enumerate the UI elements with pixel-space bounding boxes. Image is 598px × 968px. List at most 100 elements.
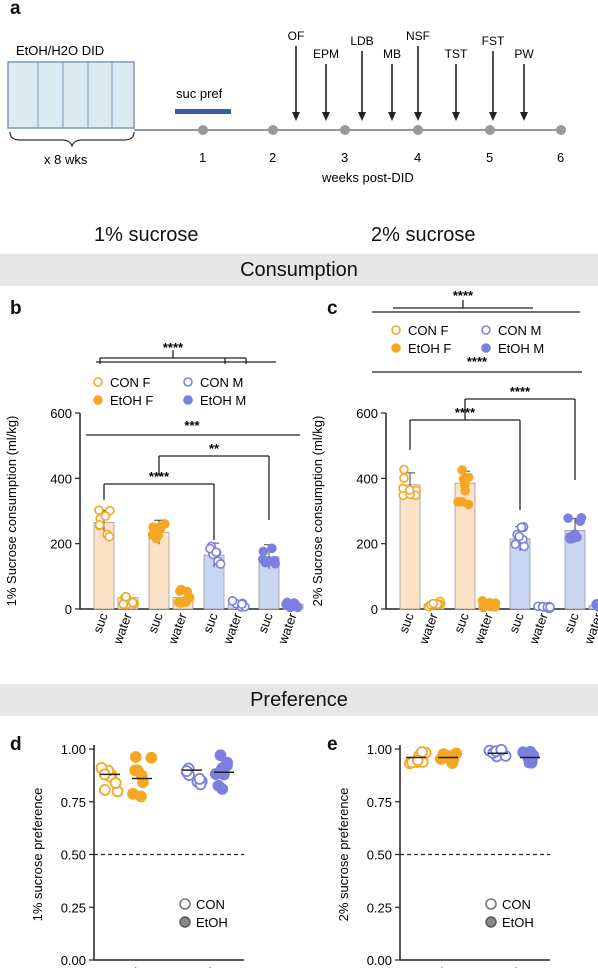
duration-label: x 8 wks xyxy=(44,152,88,167)
panel-letter-b: b xyxy=(10,298,22,319)
data-point xyxy=(100,511,111,521)
week-tick-label: 3 xyxy=(341,150,348,165)
legend-label: EtOH F xyxy=(408,341,451,356)
legend-label: EtOH F xyxy=(110,393,153,408)
data-point xyxy=(180,765,193,777)
sig-label: **** xyxy=(510,384,531,399)
test-label: OF xyxy=(288,29,305,43)
panel-letter-e: e xyxy=(327,734,338,755)
week-dot xyxy=(198,125,208,135)
sig-label: **** xyxy=(455,405,476,420)
test-arrow-head xyxy=(292,112,300,121)
x-tick-label: Females xyxy=(101,965,151,968)
data-point xyxy=(193,773,206,785)
legend-label: EtOH M xyxy=(498,341,544,356)
data-point xyxy=(399,473,409,483)
y-tick-label: 0.25 xyxy=(61,900,86,915)
legend-label: CON F xyxy=(110,375,151,390)
data-point xyxy=(131,764,144,777)
data-point xyxy=(155,522,166,532)
y-tick-label: 1.00 xyxy=(367,742,392,757)
data-point xyxy=(457,465,467,475)
y-tick-label: 0 xyxy=(371,602,378,617)
test-arrow-head xyxy=(414,112,422,121)
legend-marker xyxy=(485,916,497,928)
column-header-left: 1% sucrose xyxy=(94,224,199,246)
legend-label: EtOH xyxy=(196,915,228,930)
data-point xyxy=(134,790,147,803)
data-point xyxy=(525,756,538,769)
week-dot xyxy=(268,125,278,135)
legend-label: EtOH xyxy=(502,915,534,930)
x-tick-label: Males xyxy=(191,965,226,968)
section-band-preference: Preference xyxy=(0,684,598,716)
data-point xyxy=(104,531,115,542)
data-point xyxy=(227,596,238,606)
data-point xyxy=(428,598,439,609)
x-tick-label: suc xyxy=(506,610,527,635)
y-axis-label: 1% sucrose preference xyxy=(30,788,45,922)
sig-label: **** xyxy=(467,354,488,369)
sig-label: **** xyxy=(149,469,170,484)
legend-marker xyxy=(391,343,401,353)
y-tick-label: 200 xyxy=(356,537,378,552)
data-point xyxy=(184,592,195,603)
data-point xyxy=(517,746,530,759)
sucpref-label: suc pref xyxy=(176,86,223,101)
data-point xyxy=(214,749,227,762)
x-tick-label: suc xyxy=(200,610,221,635)
data-point xyxy=(215,559,226,569)
test-label: FST xyxy=(482,34,505,48)
legend-label: EtOH M xyxy=(200,393,246,408)
data-point xyxy=(261,557,272,567)
legend-label: CON M xyxy=(498,323,541,338)
legend-label: CON F xyxy=(408,323,449,338)
data-point xyxy=(237,599,247,609)
week-dot xyxy=(413,125,423,135)
data-point xyxy=(267,543,277,554)
test-arrow-head xyxy=(322,112,330,121)
legend-marker xyxy=(179,898,191,910)
y-tick-label: 0.00 xyxy=(61,953,86,968)
test-arrow-head xyxy=(388,112,396,121)
sig-label: ** xyxy=(209,441,220,456)
did-label: EtOH/H2O DID xyxy=(16,43,104,58)
week-tick-label: 1 xyxy=(199,150,206,165)
panel-letter-a: a xyxy=(10,0,21,19)
data-point xyxy=(109,777,122,789)
test-arrow-head xyxy=(452,112,460,121)
legend-marker xyxy=(481,325,491,335)
data-point xyxy=(404,485,415,495)
panel-letter-d: d xyxy=(10,734,22,755)
y-tick-label: 400 xyxy=(356,471,378,486)
y-axis-label: 1% Sucrose consumption (ml/kg) xyxy=(4,416,19,607)
data-point xyxy=(176,598,186,608)
duration-brace xyxy=(9,131,135,148)
data-point xyxy=(516,522,527,533)
legend-label: CON M xyxy=(200,375,243,390)
x-tick-label: suc xyxy=(145,610,166,635)
test-label: MB xyxy=(383,47,401,61)
data-point xyxy=(446,757,459,770)
week-tick-label: 5 xyxy=(486,150,493,165)
test-label: PW xyxy=(514,47,534,61)
y-tick-label: 0.50 xyxy=(61,848,86,863)
x-tick-label: suc xyxy=(396,610,417,635)
legend-marker xyxy=(481,343,491,353)
y-tick-label: 600 xyxy=(356,406,378,421)
legend-marker xyxy=(183,395,193,405)
sucpref-bar xyxy=(175,109,231,114)
test-label: EPM xyxy=(313,47,339,61)
data-point xyxy=(145,751,158,764)
test-arrow-head xyxy=(489,112,497,121)
section-band-consumption: Consumption xyxy=(0,254,598,286)
week-tick-label: 6 xyxy=(557,150,564,165)
data-point xyxy=(495,743,508,756)
y-tick-label: 0.75 xyxy=(367,795,392,810)
data-point xyxy=(566,533,577,544)
data-point xyxy=(118,599,129,609)
